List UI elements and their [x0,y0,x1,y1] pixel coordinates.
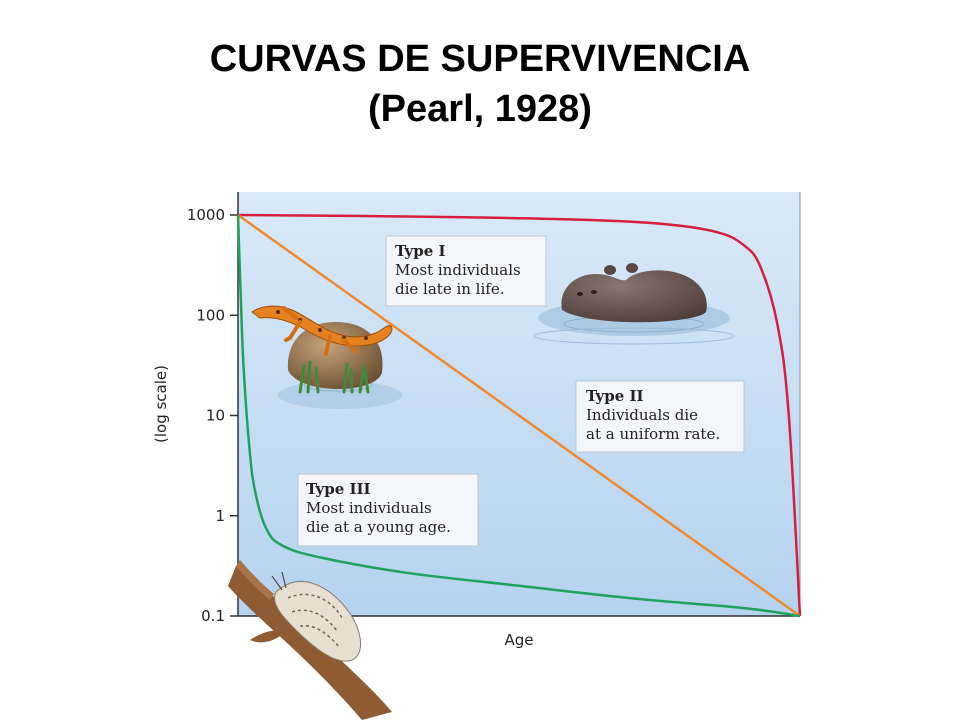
curve-type-iii [236,214,801,618]
y-tick-label: 0.1 [201,607,225,625]
slide-title: CURVAS DE SUPERVIVENCIA [209,38,751,80]
hippo-in-water-illustration [533,263,735,345]
slide-title-block: CURVAS DE SUPERVIVENCIA (Pearl, 1928) [0,34,960,134]
type2-line1: Individuals die [586,406,698,424]
y-tick-label: 10 [206,407,225,425]
type1-line2: die late in life. [395,280,504,298]
type3-line2: die at a young age. [306,518,451,536]
y-axis-label: (log scale) [152,365,170,443]
type1-annotation-box: Type I Most individuals die late in life… [385,235,547,307]
curve-type-ii [237,213,801,618]
curve-type-i [237,213,802,617]
moth-on-branch-illustration [228,560,392,720]
type3-title: Type III [306,480,371,498]
y-tick-label: 1000 [187,206,225,224]
type1-line1: Most individuals [395,261,521,279]
survivorship-curves [236,213,802,618]
x-axis-label: Age [504,631,533,649]
type2-title: Type II [586,387,644,405]
type2-line2: at a uniform rate. [586,425,720,443]
type3-line1: Most individuals [306,499,432,517]
y-tick-label: 1 [215,507,225,525]
type2-annotation-box: Type II Individuals die at a uniform rat… [575,380,745,453]
type1-title: Type I [395,242,446,260]
y-tick-label: 100 [196,306,225,324]
type3-annotation-box: Type III Most individuals die at a young… [297,473,479,547]
salamander-on-rock-illustration [251,305,402,409]
y-ticks: 1000 100 10 1 0.1 [187,206,238,625]
slide-subtitle: (Pearl, 1928) [368,88,592,130]
